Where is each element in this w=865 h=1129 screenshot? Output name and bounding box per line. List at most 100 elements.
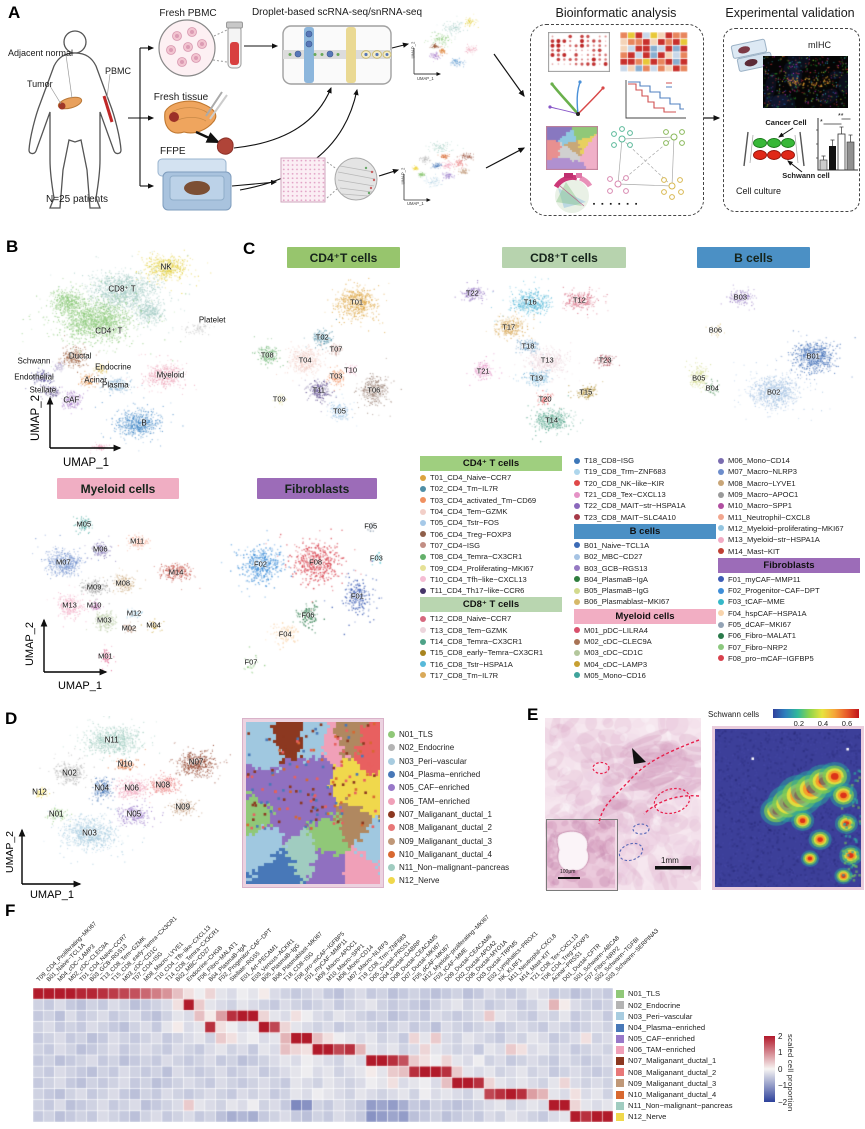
legend-item: M09_Macro−APOC1 (718, 489, 860, 500)
legend-item-label: M07_Macro−NLRP3 (728, 467, 798, 477)
cluster-label: Myeloid (156, 370, 185, 380)
heatmap-row-label: N08_Maliganant_ductal_2 (628, 1067, 717, 1077)
schwann-colorbar-tick: 0.2 (793, 719, 805, 728)
tumor-label: Tumor (27, 79, 53, 89)
cluster-label: T10 (344, 365, 358, 375)
cluster-label: M14 (168, 567, 184, 577)
cluster-label: F02 (254, 559, 267, 569)
legend-item: T16_CD8_Tstr−HSPA1A (420, 658, 562, 669)
legend-item: N10_Maliganant_ductal_4 (388, 848, 509, 861)
legend-item: F03_tCAF−MME (718, 596, 860, 607)
significance-mark: ** (838, 113, 844, 120)
legend-item: M03_cDC−CD1C (574, 647, 716, 658)
umap-scatter-canvas (653, 272, 861, 448)
heatmap-mini (620, 32, 688, 72)
legend-color-dot (388, 757, 395, 765)
legend-item: B02_MBC−CD27 (574, 551, 716, 562)
blood-tube-icon (212, 21, 243, 69)
legend-item: T02_CD4_Tm−IL7R (420, 483, 562, 494)
cluster-label: F05 (364, 521, 378, 531)
cd8-header: CD8⁺T cells (502, 247, 626, 268)
legend-item-label: T23_CD8_MAIT−SLC4A10 (584, 512, 676, 522)
legend-color-dot (718, 610, 724, 617)
cluster-label: Acinar (84, 375, 107, 385)
pbmc-label: PBMC (105, 66, 132, 76)
legend-item-label: M10_Macro−SPP1 (728, 501, 792, 511)
thumb2-axis (403, 174, 480, 206)
legend-item-label: M05_Mono−CD16 (584, 670, 646, 680)
legend-item: M13_Myeloid−str−HSPA1A (718, 534, 860, 545)
legend-item: N07_Maliganant_ductal_1 (388, 808, 509, 821)
colorbar-tick: 2 (778, 1031, 783, 1041)
he-inset (546, 819, 618, 891)
cluster-label: B01 (806, 351, 820, 361)
heatmap-row-label: N10_Maliganant_ductal_4 (628, 1089, 717, 1099)
legend-color-dot (718, 644, 724, 651)
cluster-label: T16 (523, 297, 537, 307)
cluster-label: T22 (465, 288, 479, 298)
legend-item: N09_Maliganant_ductal_3 (388, 834, 509, 847)
legend-color-dot (574, 565, 580, 572)
legend-item-label: M09_Macro−APOC1 (728, 490, 799, 500)
legend-color-dot (718, 548, 724, 555)
cluster-label: M09 (86, 582, 102, 592)
legend-item-label: N06_TAM−enriched (399, 796, 470, 806)
legend-item-label: B06_Plasmablast−MKI67 (584, 597, 670, 607)
legend-item-label: F04_hspCAF−HSPA1A (728, 608, 807, 618)
mihc-label: mIHC (808, 40, 831, 50)
b-cells-header: B cells (697, 247, 810, 268)
legend-item-label: T17_CD8_Tm−IL7R (430, 670, 499, 680)
cluster-label: Endocrine (95, 362, 132, 372)
heatmap-row-label: N07_Maliganant_ductal_1 (628, 1056, 717, 1066)
legend-item-label: M02_cDC−CLEC9A (584, 637, 652, 646)
legend-color-dot (420, 542, 426, 549)
cluster-label: M02 (121, 623, 137, 633)
panel-d-axis-x: UMAP_1 (29, 889, 75, 901)
legend-color-dot (420, 474, 426, 481)
cluster-label: F04 (278, 629, 292, 639)
legend-item-label: T19_CD8_Trm−ZNF683 (584, 467, 666, 477)
legend-item: F02_Progenitor−CAF−DPT (718, 585, 860, 596)
legend-item: M10_Macro−SPP1 (718, 500, 860, 511)
legend-item-label: T09_CD4_Proliferating−MKI67 (430, 563, 534, 573)
legend-item-label: N11_Non−malignant−pancreas (399, 863, 510, 873)
umap-thumbnail-sc (416, 12, 490, 74)
legend-item: T21_CD8_Tex−CXCL13 (574, 489, 716, 500)
legend-item: N01_TLS (388, 728, 509, 741)
legend-color-dot (574, 627, 580, 634)
legend-item: M05_Mono−CD16 (574, 670, 716, 681)
cluster-label: T21 (476, 366, 490, 376)
schwann-cell-label: Schwann cell (782, 171, 830, 180)
cluster-label: N12 (32, 787, 47, 797)
legend-item-label: N04_Plasma−enriched (399, 770, 481, 780)
cluster-label: M07 (56, 557, 71, 567)
legend-item: F07_Fibro−NRP2 (718, 641, 860, 652)
heatmap-row-label: N12_Nerve (628, 1112, 667, 1122)
legend-item-label: T14_CD8_Temra−CX3CR1 (430, 637, 523, 646)
legend-item: N04_Plasma−enriched (388, 768, 509, 781)
heatmap-row-label: N03_Peri−vascular (628, 1011, 693, 1021)
legend-header: CD4⁺ T cells (420, 456, 562, 471)
thumb-axis-y: UMAP_2 (410, 41, 416, 59)
legend-color-dot (420, 587, 426, 594)
legend-color-dot (718, 536, 724, 543)
legend-item-label: N07_Maliganant_ductal_1 (399, 809, 492, 819)
legend-item-label: B01_Naive−TCL1A (584, 540, 650, 550)
legend-item-label: N12_Nerve (399, 876, 440, 886)
cluster-label: T19 (530, 373, 544, 383)
legend-item-label: T07_CD4−ISG (430, 540, 481, 550)
umap-scatter-canvas (250, 272, 422, 448)
spatial-map-mini (546, 126, 598, 170)
legend-item-label: N01_TLS (399, 730, 433, 740)
panel-d-spatial-map (243, 719, 383, 887)
panel-c-letter: C (243, 239, 256, 258)
cluster-label: T14 (545, 415, 559, 425)
heatmap-row-label: N06_TAM−enriched (628, 1045, 696, 1055)
cluster-label: T01 (350, 297, 364, 307)
legend-header: Myeloid cells (574, 608, 716, 624)
cluster-label: M01 (98, 651, 113, 661)
legend-color-dot (574, 514, 580, 521)
legend-color-dot (420, 508, 426, 515)
cluster-label: T06 (367, 385, 381, 395)
heatmap-row-label: N11_Non−malignant−pancreas (628, 1101, 733, 1111)
